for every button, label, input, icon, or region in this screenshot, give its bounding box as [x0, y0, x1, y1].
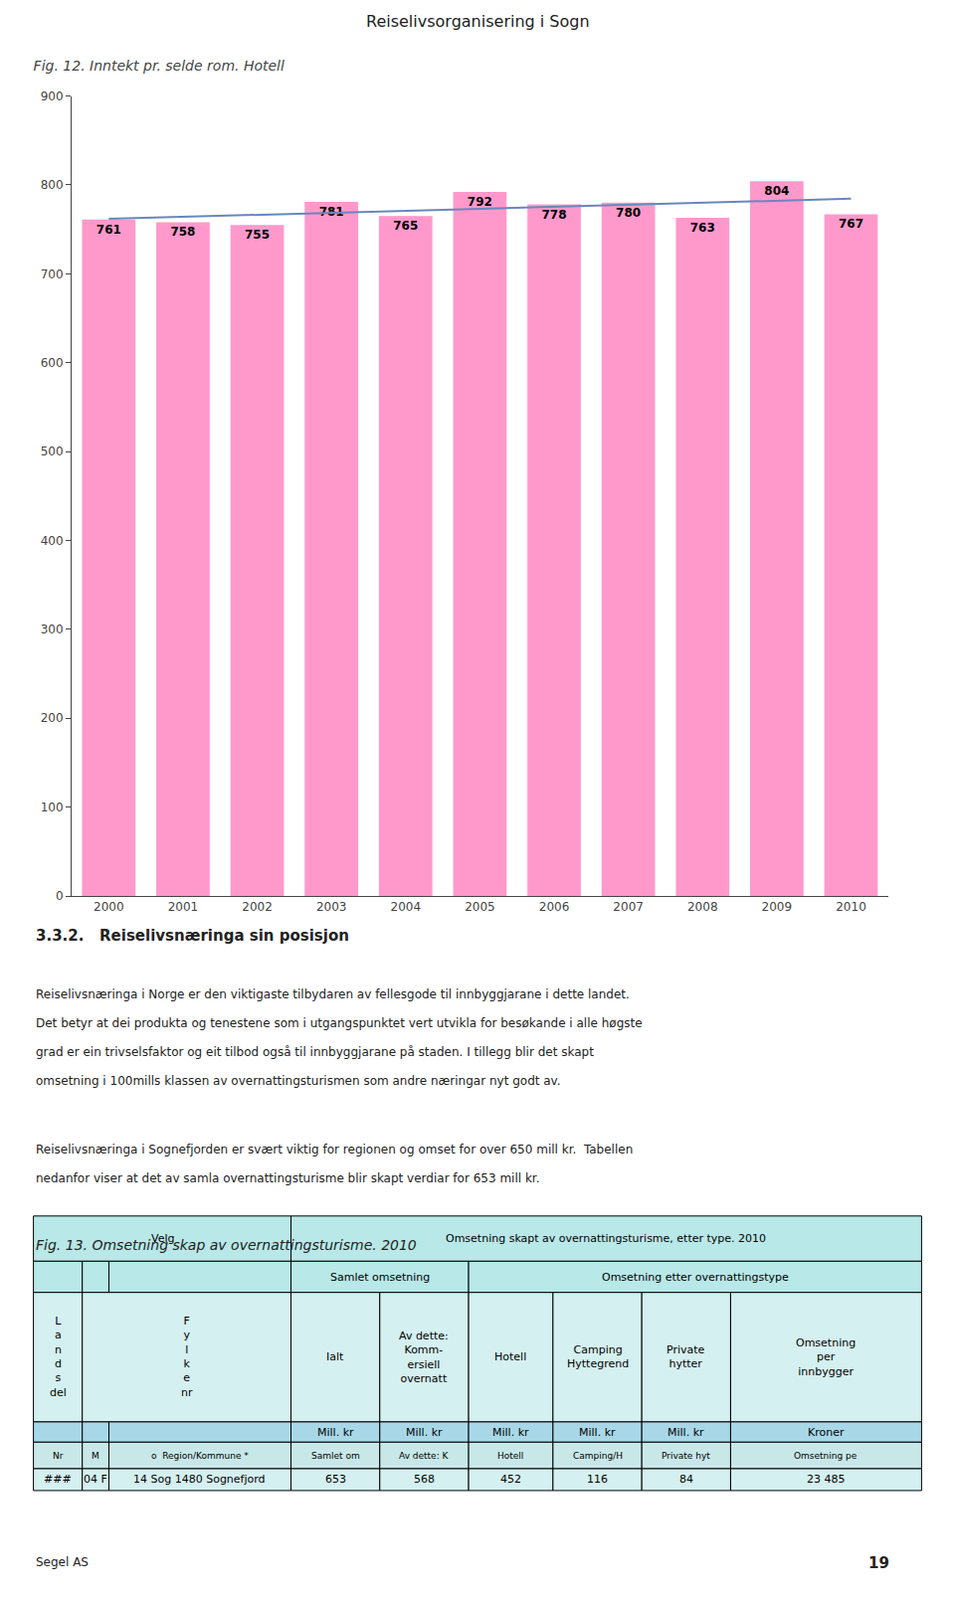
svg-text:792: 792 — [467, 194, 493, 209]
svg-text:CampingHyttegrend: CampingHyttegrend — [567, 1343, 629, 1371]
svg-text:758: 758 — [170, 224, 195, 239]
svg-text:781: 781 — [319, 204, 345, 219]
svg-text:100: 100 — [40, 800, 64, 815]
svg-text:452: 452 — [500, 1473, 522, 1487]
svg-text:Hotell: Hotell — [497, 1451, 524, 1462]
svg-text:Mill. kr: Mill. kr — [317, 1426, 355, 1440]
svg-text:Reiselivsorganisering i Sogn: Reiselivsorganisering i Sogn — [366, 11, 590, 31]
svg-text:0: 0 — [55, 889, 64, 904]
svg-text:300: 300 — [40, 622, 64, 637]
svg-text:116: 116 — [586, 1473, 608, 1487]
svg-text:Mill. kr: Mill. kr — [667, 1426, 705, 1440]
svg-text:Ialt: Ialt — [326, 1350, 345, 1364]
svg-text:900: 900 — [40, 89, 64, 104]
svg-text:Fig. 13. Omsetning skap av ove: Fig. 13. Omsetning skap av overnattingst… — [35, 1237, 417, 1254]
svg-text:Kroner: Kroner — [807, 1426, 845, 1440]
svg-text:Hotell: Hotell — [494, 1350, 527, 1364]
svg-text:grad er ein trivselsfaktor og: grad er ein trivselsfaktor og eit tilbod… — [35, 1045, 594, 1060]
svg-text:400: 400 — [40, 534, 64, 549]
svg-text:800: 800 — [40, 178, 64, 192]
svg-text:761: 761 — [96, 222, 122, 237]
svg-text:Reiselivsnæringa i Sognefjorde: Reiselivsnæringa i Sognefjorden er svært… — [35, 1143, 633, 1157]
svg-text:763: 763 — [690, 220, 716, 235]
svg-text:700: 700 — [40, 267, 64, 282]
svg-text:Av dette:Komm-ersiellovernatt: Av dette:Komm-ersiellovernatt — [398, 1330, 449, 1386]
svg-text:3.3.2. Reiselivsnæringa sin: 3.3.2. Reiselivsnæringa sin posisjon — [35, 927, 350, 946]
svg-text:Fylkenr: Fylkenr — [181, 1315, 193, 1400]
svg-text:Nr: Nr — [52, 1451, 64, 1462]
svg-text:Camping/H: Camping/H — [573, 1451, 623, 1462]
svg-text:nedanfor viser at det av samla: nedanfor viser at det av samla overnatti… — [35, 1171, 541, 1186]
svg-text:Av dette: K: Av dette: K — [398, 1451, 450, 1462]
svg-text:2000: 2000 — [93, 900, 125, 915]
svg-text:2010: 2010 — [835, 900, 867, 915]
svg-text:Privatehytter: Privatehytter — [666, 1343, 706, 1371]
svg-text:14 Sog 1480 Sognefjord: 14 Sog 1480 Sognefjord — [133, 1473, 266, 1487]
svg-text:767: 767 — [838, 216, 864, 231]
svg-text:200: 200 — [40, 711, 64, 726]
svg-text:780: 780 — [615, 205, 641, 220]
svg-text:500: 500 — [40, 444, 64, 459]
svg-text:600: 600 — [40, 356, 64, 371]
svg-text:Omsetning skapt av overnatting: Omsetning skapt av overnattingsturisme, … — [445, 1232, 766, 1246]
svg-text:Omsetningperinnbygger: Omsetningperinnbygger — [795, 1337, 856, 1379]
svg-text:2001: 2001 — [168, 900, 199, 915]
svg-text:84: 84 — [679, 1473, 694, 1487]
svg-text:04 F: 04 F — [83, 1473, 108, 1487]
svg-text:2002: 2002 — [241, 900, 273, 915]
svg-text:778: 778 — [541, 207, 567, 222]
svg-text:Fig. 12. Inntekt pr. selde rom: Fig. 12. Inntekt pr. selde rom. Hotell — [33, 57, 285, 74]
svg-text:19: 19 — [868, 1554, 890, 1573]
svg-text:2006: 2006 — [539, 900, 571, 915]
svg-text:Mill. kr: Mill. kr — [492, 1426, 530, 1440]
svg-text:Mill. kr: Mill. kr — [578, 1426, 616, 1440]
svg-text:M: M — [91, 1451, 100, 1462]
svg-text:2005: 2005 — [464, 900, 496, 915]
svg-text:2009: 2009 — [762, 900, 793, 915]
svg-text:2007: 2007 — [612, 900, 644, 915]
svg-text:Samlet omsetning: Samlet omsetning — [330, 1271, 430, 1285]
svg-text:Samlet om: Samlet om — [311, 1451, 361, 1462]
svg-text:Omsetning etter overnattingsty: Omsetning etter overnattingstype — [601, 1271, 789, 1285]
svg-text:653: 653 — [325, 1473, 347, 1487]
svg-text:2004: 2004 — [390, 900, 422, 915]
svg-text:Reiselivsnæringa i Norge er de: Reiselivsnæringa i Norge er den viktigas… — [35, 987, 630, 1002]
svg-text:23 485: 23 485 — [806, 1473, 846, 1487]
svg-text:Private hyt: Private hyt — [661, 1451, 711, 1462]
svg-text:2003: 2003 — [316, 900, 348, 915]
svg-text:Landsdel: Landsdel — [49, 1315, 67, 1400]
svg-text:804: 804 — [764, 184, 789, 198]
svg-text:765: 765 — [392, 218, 418, 233]
svg-text:568: 568 — [413, 1473, 435, 1487]
svg-text:Det betyr at dei produkta og t: Det betyr at dei produkta og tenestene s… — [35, 1016, 643, 1031]
svg-text:Omsetning pe: Omsetning pe — [793, 1451, 858, 1462]
svg-text:Segel AS: Segel AS — [35, 1555, 89, 1570]
svg-text:o Region/Kommune *: o Region/Kommune * — [151, 1451, 249, 1462]
svg-text:Mill. kr: Mill. kr — [405, 1426, 443, 1440]
svg-text:Velg: Velg — [151, 1232, 175, 1246]
svg-text:###: ### — [43, 1473, 72, 1487]
svg-text:omsetning i 100mills klassen a: omsetning i 100mills klassen av overnatt… — [35, 1074, 562, 1089]
svg-text:2008: 2008 — [687, 900, 719, 915]
svg-text:755: 755 — [244, 227, 270, 242]
